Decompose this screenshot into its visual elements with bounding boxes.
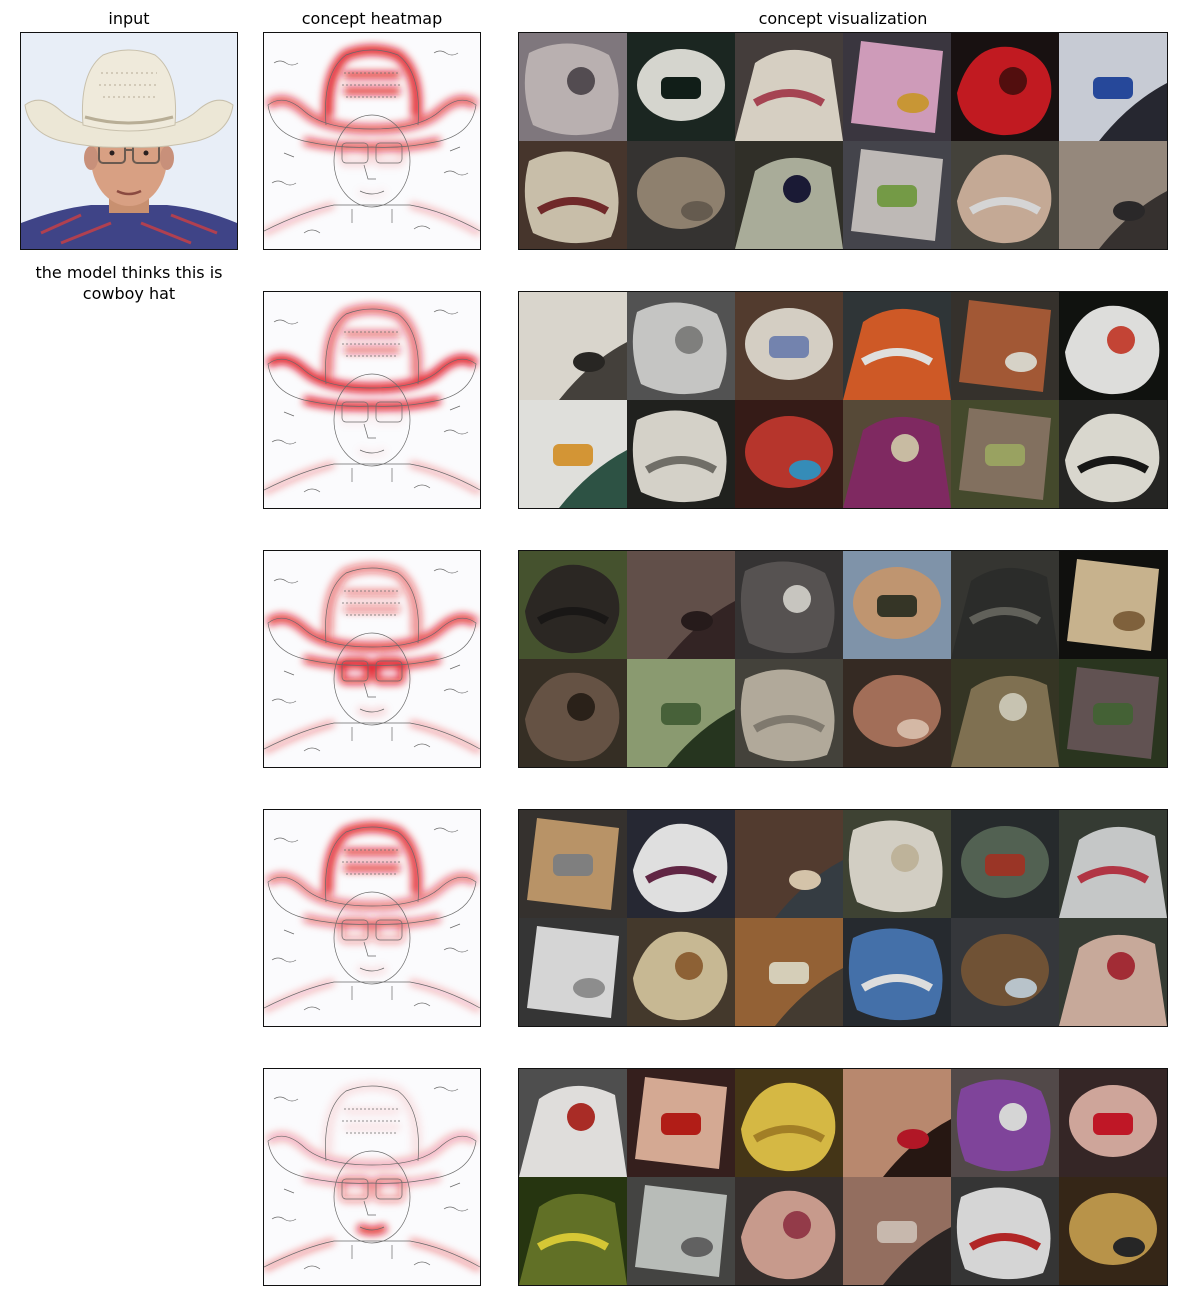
concept-patch: [1059, 659, 1167, 767]
concept-patch: [951, 810, 1059, 918]
concept-patch: [735, 141, 843, 249]
concept-patch: [735, 400, 843, 508]
concept-patch: [627, 810, 735, 918]
concept-patch: [843, 1177, 951, 1285]
concept-patch: [843, 551, 951, 659]
concept-patch: [1059, 918, 1167, 1026]
concept-visualization-5: [518, 1068, 1168, 1286]
concept-patch: [843, 292, 951, 400]
concept-patch-grid: [519, 292, 1167, 508]
concept-heatmap-5: [263, 1068, 481, 1286]
prediction-caption: the model thinks this is cowboy hat: [35, 263, 223, 303]
concept-patch: [627, 1069, 735, 1177]
concept-patch: [627, 141, 735, 249]
concept-patch: [735, 1069, 843, 1177]
concept-patch-grid: [519, 551, 1167, 767]
concept-patch: [735, 292, 843, 400]
concept-patch: [735, 551, 843, 659]
concept-patch: [1059, 1177, 1167, 1285]
concept-patch: [519, 810, 627, 918]
concept-visualization-3: [518, 550, 1168, 768]
concept-patch: [951, 33, 1059, 141]
concept-patch: [519, 292, 627, 400]
concept-visualization-2: [518, 291, 1168, 509]
input-photo: [21, 33, 237, 249]
concept-patch: [843, 141, 951, 249]
concept-patch: [627, 292, 735, 400]
concept-patch: [519, 918, 627, 1026]
concept-patch: [1059, 141, 1167, 249]
concept-patch: [951, 292, 1059, 400]
concept-patch: [951, 918, 1059, 1026]
concept-heatmap-2: [263, 291, 481, 509]
concept-patch: [627, 33, 735, 141]
concept-patch: [843, 659, 951, 767]
concept-visualization-1: [518, 32, 1168, 250]
concept-visualization-4: [518, 809, 1168, 1027]
concept-patch: [843, 1069, 951, 1177]
concept-patch: [951, 551, 1059, 659]
input-image: [20, 32, 238, 250]
concept-patch: [951, 1177, 1059, 1285]
heatmap-column-title: concept heatmap: [301, 9, 443, 28]
concept-patch: [1059, 33, 1167, 141]
concept-patch: [519, 551, 627, 659]
input-column-title: input: [108, 9, 150, 28]
concept-patch-grid: [519, 33, 1167, 249]
concept-patch: [519, 659, 627, 767]
concept-patch: [519, 400, 627, 508]
concept-patch: [519, 1177, 627, 1285]
concept-patch: [843, 33, 951, 141]
concept-patch: [627, 1177, 735, 1285]
concept-patch: [951, 659, 1059, 767]
concept-patch: [735, 659, 843, 767]
concept-patch: [1059, 1069, 1167, 1177]
concept-patch: [1059, 400, 1167, 508]
concept-patch: [1059, 551, 1167, 659]
concept-heatmap-3: [263, 550, 481, 768]
concept-patch: [519, 33, 627, 141]
concept-patch: [843, 918, 951, 1026]
concept-patch-grid: [519, 810, 1167, 1026]
visualization-column-title: concept visualization: [758, 9, 928, 28]
concept-patch: [843, 810, 951, 918]
concept-heatmap-4: [263, 809, 481, 1027]
concept-patch: [735, 918, 843, 1026]
concept-patch: [951, 400, 1059, 508]
concept-patch: [951, 1069, 1059, 1177]
concept-heatmap-1: [263, 32, 481, 250]
concept-patch-grid: [519, 1069, 1167, 1285]
concept-patch: [843, 400, 951, 508]
concept-patch: [627, 400, 735, 508]
concept-patch: [735, 810, 843, 918]
concept-patch: [735, 1177, 843, 1285]
concept-patch: [519, 1069, 627, 1177]
concept-patch: [1059, 292, 1167, 400]
concept-patch: [951, 141, 1059, 249]
concept-patch: [627, 659, 735, 767]
concept-patch: [735, 33, 843, 141]
concept-patch: [1059, 810, 1167, 918]
concept-patch: [519, 141, 627, 249]
concept-patch: [627, 551, 735, 659]
concept-patch: [627, 918, 735, 1026]
